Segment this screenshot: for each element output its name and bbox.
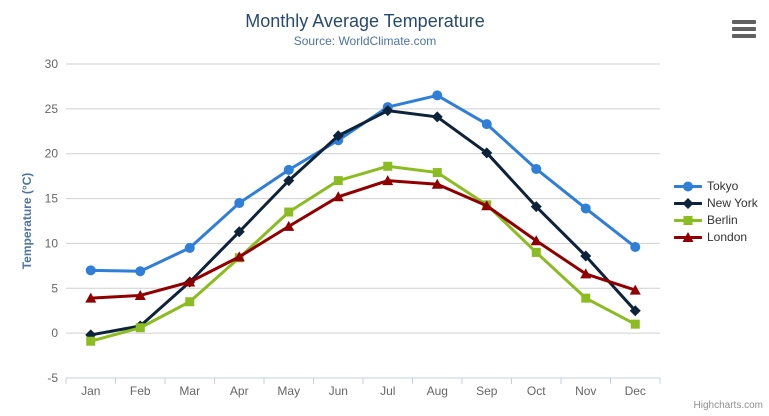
y-axis-label: 10 [45,236,59,250]
y-axis-label: 25 [45,102,59,116]
legend-symbol-triangle-icon [674,231,702,242]
chart-title: Monthly Average Temperature [245,11,485,31]
data-point-berlin [185,297,195,307]
series-markers-tokyo [85,90,641,277]
data-point-london [530,235,542,246]
data-point-berlin [630,319,640,329]
data-point-london [431,178,443,189]
data-point-tokyo [531,163,542,174]
data-point-new-york [283,175,295,187]
hamburger-icon [732,20,756,24]
legend-marker [683,215,693,225]
x-axis-label: Dec [625,384,646,398]
data-point-london [481,200,493,211]
legend-label: Berlin [707,213,738,227]
data-point-berlin [333,176,343,186]
legend: Tokyo New York Berlin London [674,178,758,246]
data-point-london [580,268,592,279]
y-axis-label: -5 [47,371,58,385]
series-line-berlin[interactable] [89,164,637,343]
data-point-berlin [432,168,442,178]
x-axis-label: Mar [179,384,200,398]
x-axis-label: Feb [130,384,151,398]
y-axis-label: 15 [45,192,59,206]
legend-label: London [707,230,748,244]
data-point-tokyo [135,266,146,277]
legend-marker [683,181,693,191]
export-menu-button[interactable] [732,20,758,38]
y-axis-label: 5 [51,281,58,295]
data-point-london [382,175,394,186]
data-point-berlin [383,161,393,171]
data-point-new-york [431,111,443,123]
data-point-new-york [580,250,592,262]
credits-link[interactable]: Highcharts.com [693,400,763,411]
data-point-london [283,220,295,231]
y-axis-title: Temperature (°C) [20,172,34,270]
legend-label: New York [707,196,758,210]
data-point-new-york [481,147,493,159]
x-axis-label: Oct [527,384,546,398]
x-axis-label: May [277,384,300,398]
data-point-berlin [581,293,591,303]
data-point-london [134,289,146,300]
legend-item-new-york[interactable]: New York [674,195,758,211]
legend-marker [682,231,694,242]
data-point-tokyo [630,242,641,253]
data-point-new-york [382,105,394,117]
legend-marker [682,197,694,209]
data-point-new-york [332,130,344,142]
data-point-berlin [86,336,96,346]
data-point-tokyo [283,164,294,175]
legend-symbol-square-icon [674,215,702,225]
y-axis-label: 20 [45,147,59,161]
x-axis-label: Jul [380,384,395,398]
data-point-tokyo [481,119,492,130]
data-point-london [85,292,97,303]
data-point-berlin [284,207,294,217]
x-axis-label: Sep [476,384,498,398]
y-axis-label: 30 [45,57,59,71]
legend-label: Tokyo [707,179,739,193]
series-markers-london [85,175,641,303]
chart-subtitle: Source: WorldClimate.com [293,34,437,48]
data-point-london [332,191,344,202]
legend-symbol-circle-icon [674,181,702,191]
data-point-new-york [233,226,245,238]
legend-symbol-diamond-icon [674,197,702,209]
x-axis-label: Nov [575,384,596,398]
series-markers-new-york [85,105,641,341]
data-point-berlin [135,323,145,333]
data-point-new-york [629,305,641,317]
data-point-tokyo [234,198,245,209]
data-point-new-york [530,201,542,213]
series-line-new-york[interactable] [89,109,637,337]
data-point-london [184,276,196,287]
data-point-tokyo [184,242,195,253]
x-axis-label: Aug [427,384,448,398]
x-axis-label: Apr [230,384,249,398]
data-point-tokyo [580,203,591,214]
legend-item-london[interactable]: London [674,229,758,245]
series-line-london[interactable] [89,179,637,300]
legend-item-berlin[interactable]: Berlin [674,212,758,228]
legend-item-tokyo[interactable]: Tokyo [674,178,758,194]
data-point-london [629,284,641,295]
data-point-london [233,251,245,262]
hamburger-icon [732,34,756,38]
data-point-berlin [531,247,541,257]
x-axis-label: Jan [81,384,100,398]
hamburger-icon [732,27,756,31]
x-axis-label: Jun [329,384,348,398]
data-point-tokyo [432,90,443,101]
y-axis-label: 0 [51,326,58,340]
data-point-tokyo [85,265,96,276]
